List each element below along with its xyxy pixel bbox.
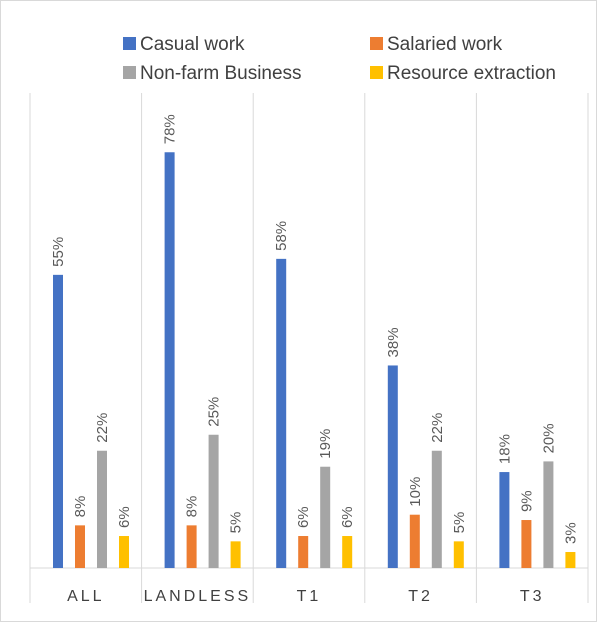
category-label-t2: T2 — [408, 588, 433, 605]
data-label-t2-salaried-work: 10% — [407, 477, 424, 507]
bar-landless-resource-extraction — [230, 541, 241, 568]
category-labels: ALL LANDLESS T1 T2 T3 — [67, 588, 545, 605]
data-label-t3-casual-work: 18% — [496, 434, 513, 464]
data-label-all-salaried-work: 8% — [72, 496, 89, 518]
bar-t2-resource-extraction — [453, 541, 464, 568]
data-label-t2-casual-work: 38% — [385, 327, 402, 357]
bar-t2-salaried-work — [409, 514, 420, 568]
data-label-all-non-farm-business: 22% — [94, 413, 111, 443]
bar-t3-salaried-work — [521, 520, 532, 568]
bar-t2-casual-work — [387, 365, 398, 568]
data-label-t1-resource-extraction: 6% — [339, 506, 356, 528]
data-label-t3-salaried-work: 9% — [518, 490, 535, 512]
data-labels-layer: 55% 8% 22% 6% 78% 8% 25% 5% 58% 6% 19% 6% 38% 10% 22% 5… — [50, 114, 579, 544]
bar-landless-salaried-work — [186, 525, 197, 568]
bar-all-salaried-work — [75, 525, 85, 568]
legend-label-casual-work: Casual work — [140, 34, 245, 55]
data-label-landless-salaried-work: 8% — [184, 496, 201, 518]
legend-swatch-salaried-work — [370, 37, 383, 50]
data-label-landless-casual-work: 78% — [162, 114, 179, 144]
data-label-landless-resource-extraction: 5% — [228, 512, 245, 534]
bar-t3-resource-extraction — [565, 552, 576, 568]
category-label-landless: LANDLESS — [144, 588, 252, 605]
legend-swatch-casual-work — [123, 37, 136, 50]
bar-all-non-farm-business — [97, 450, 107, 568]
bar-landless-casual-work — [164, 152, 175, 568]
bar-t1-resource-extraction — [342, 536, 353, 568]
legend-swatch-resource-extraction — [370, 66, 383, 79]
bars-layer — [53, 152, 576, 568]
data-label-t2-resource-extraction: 5% — [451, 512, 468, 534]
legend-label-non-farm-business: Non-farm Business — [140, 63, 302, 84]
bar-t1-non-farm-business — [320, 466, 331, 568]
legend-swatch-non-farm-business — [123, 66, 136, 79]
bar-all-resource-extraction — [119, 536, 129, 568]
bar-t3-casual-work — [499, 472, 510, 568]
data-label-t3-resource-extraction: 3% — [562, 522, 579, 544]
bar-t1-casual-work — [276, 258, 287, 568]
category-separators — [29, 93, 589, 603]
bar-landless-non-farm-business — [208, 434, 219, 568]
bar-t2-non-farm-business — [431, 450, 442, 568]
data-label-t1-salaried-work: 6% — [295, 506, 312, 528]
category-label-all: ALL — [67, 588, 104, 605]
data-label-t3-non-farm-business: 20% — [540, 423, 557, 453]
bar-t3-non-farm-business — [543, 461, 554, 568]
bar-t1-salaried-work — [298, 536, 309, 568]
category-label-t3: T3 — [520, 588, 545, 605]
legend-label-resource-extraction: Resource extraction — [387, 63, 556, 84]
bar-all-casual-work — [53, 274, 63, 568]
category-label-t1: T1 — [297, 588, 322, 605]
legend: Casual work Salaried work Non-farm Busines… — [123, 34, 556, 84]
data-label-all-resource-extraction: 6% — [116, 506, 133, 528]
data-label-t1-non-farm-business: 19% — [317, 429, 334, 459]
data-label-t2-non-farm-business: 22% — [429, 413, 446, 443]
legend-label-salaried-work: Salaried work — [387, 34, 503, 55]
data-label-all-casual-work: 55% — [50, 237, 67, 267]
data-label-landless-non-farm-business: 25% — [206, 397, 223, 427]
data-label-t1-casual-work: 58% — [273, 221, 290, 251]
